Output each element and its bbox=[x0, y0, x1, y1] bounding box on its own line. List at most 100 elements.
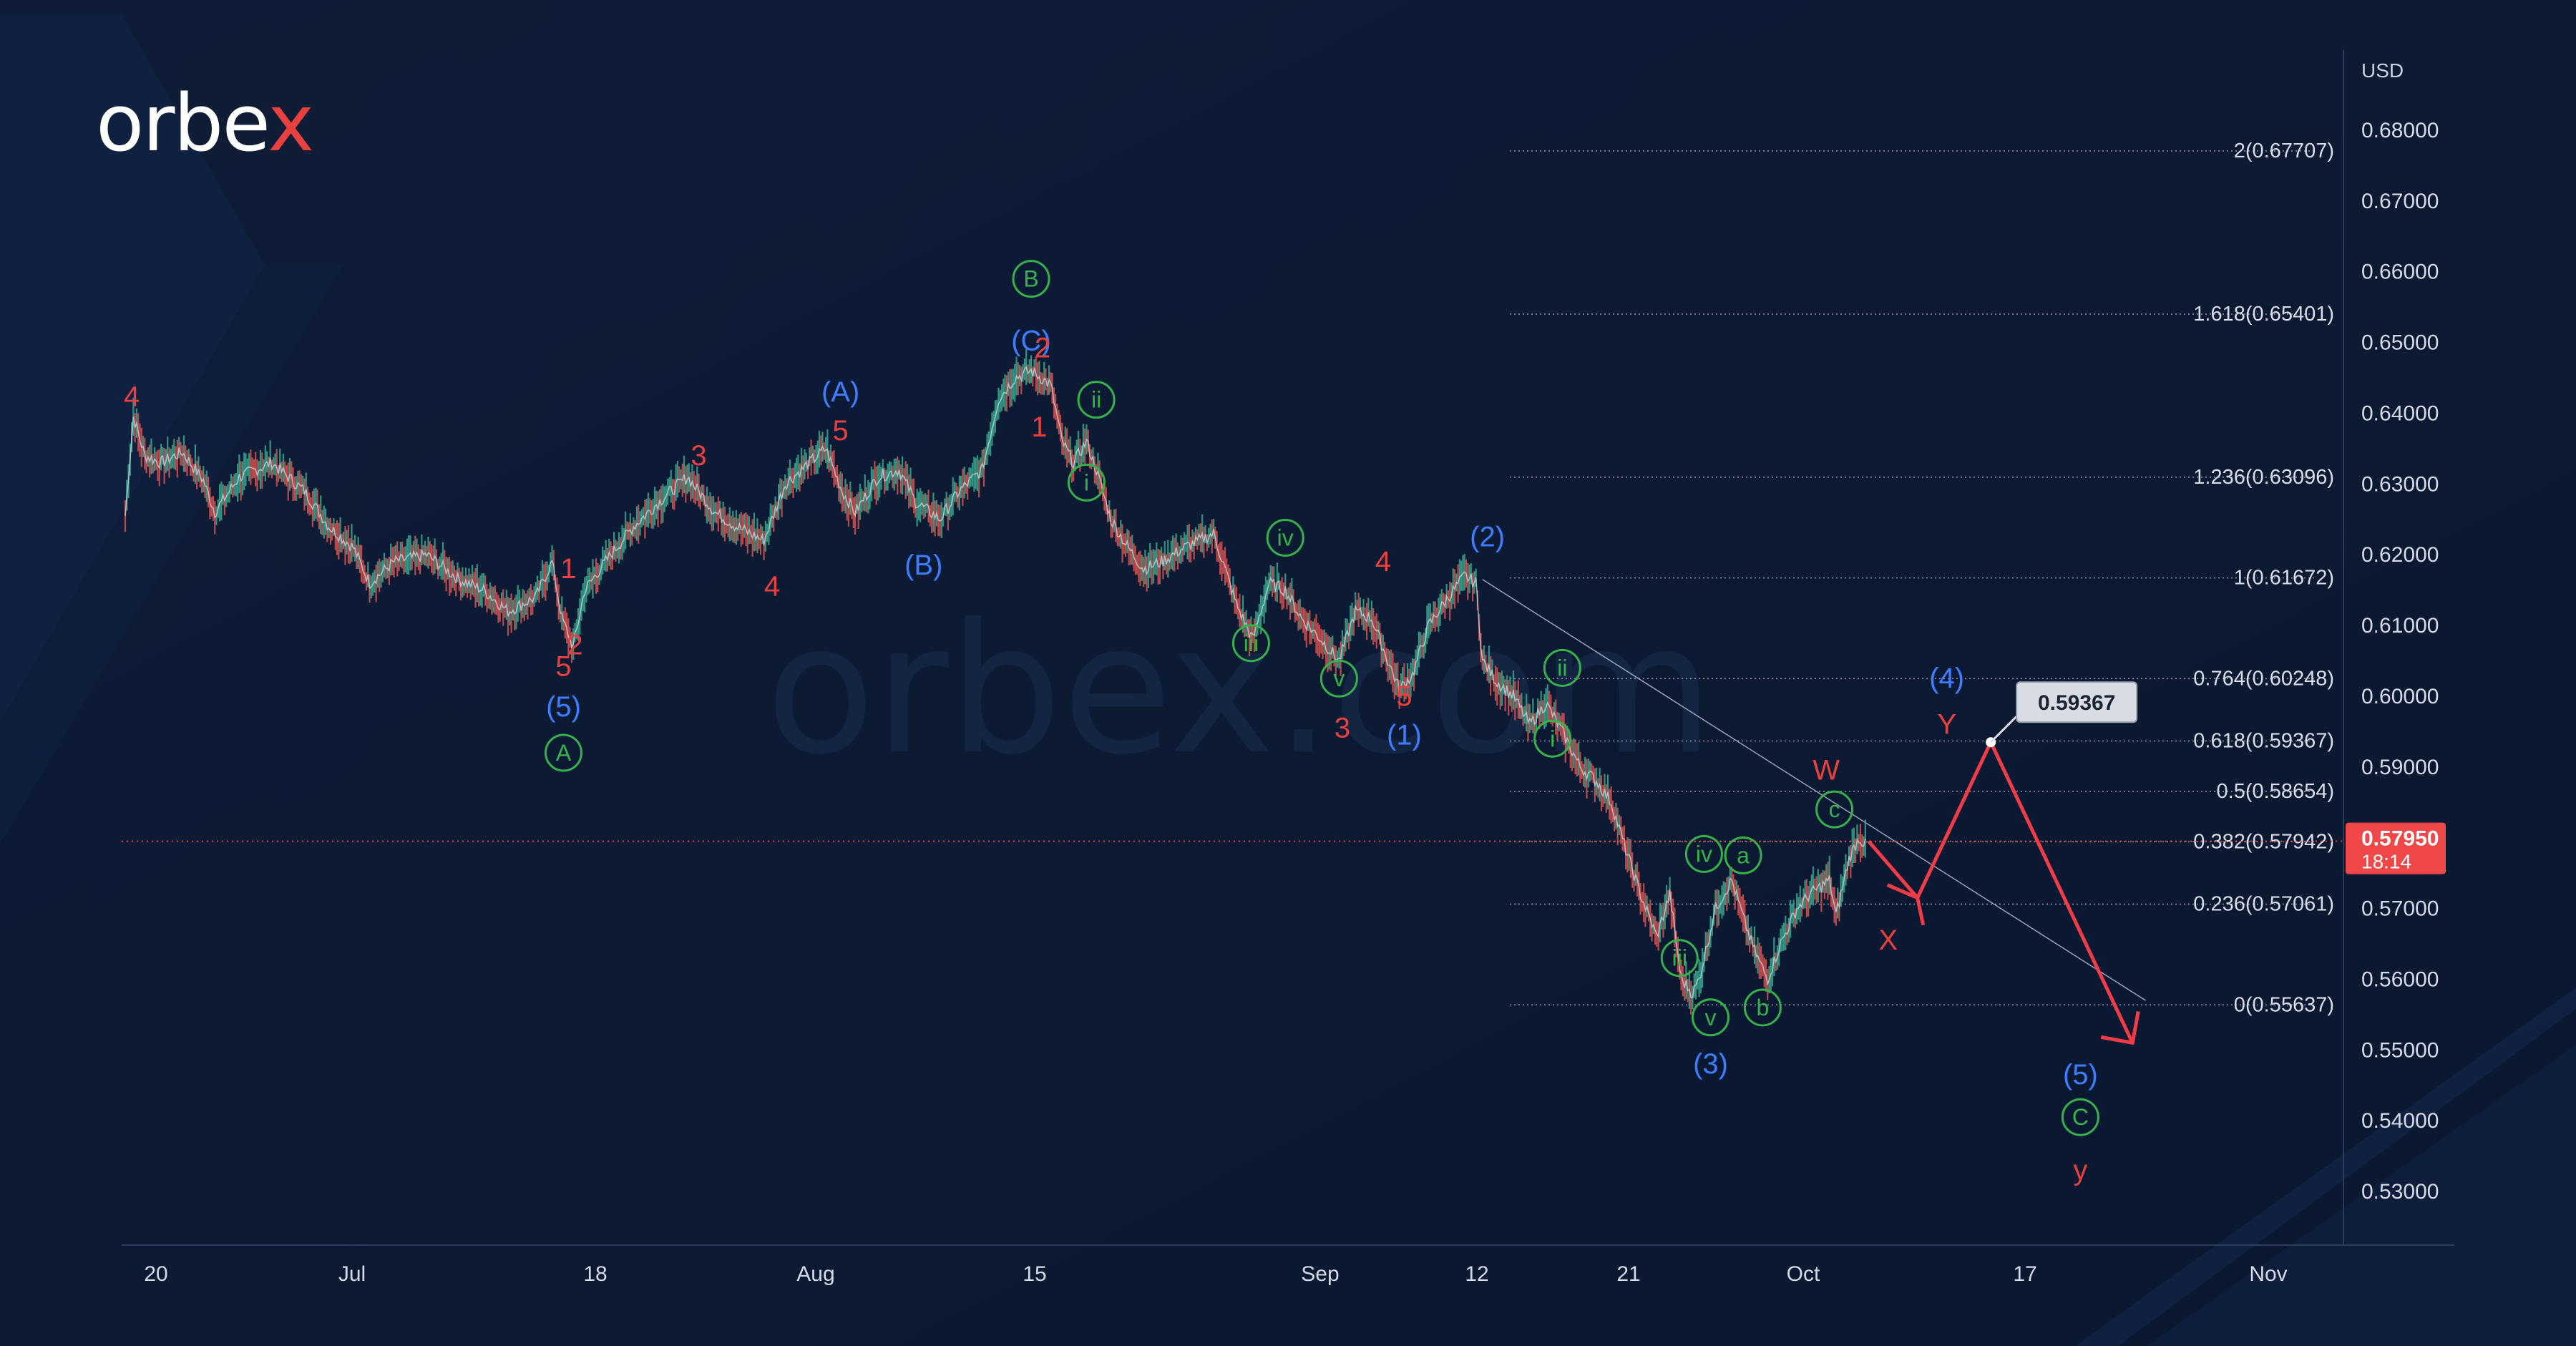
x-tick-label: Sep bbox=[1301, 1262, 1339, 1286]
x-tick-label: Nov bbox=[2249, 1262, 2287, 1286]
wave-label: 5 bbox=[832, 415, 848, 447]
wave-label: 1 bbox=[1031, 411, 1047, 443]
wave-label: (1) bbox=[1387, 719, 1422, 751]
x-tick-label: 17 bbox=[2013, 1262, 2036, 1286]
y-tick-label: 0.56000 bbox=[2361, 967, 2439, 991]
y-tick-label: 0.55000 bbox=[2361, 1038, 2439, 1062]
fib-level-label: 1.236(0.63096) bbox=[2193, 466, 2334, 489]
wave-label: a bbox=[1737, 842, 1750, 868]
wave-label-ring bbox=[1815, 790, 1854, 829]
wave-label: (A) bbox=[821, 376, 859, 408]
y-tick-label: 0.61000 bbox=[2361, 614, 2439, 638]
wave-label-ring bbox=[1077, 381, 1116, 419]
y-tick-label: 0.53000 bbox=[2361, 1180, 2439, 1204]
wave-label: iv bbox=[1696, 841, 1712, 867]
price-scale-unit: USD bbox=[2361, 59, 2404, 82]
projection-path[interactable]: 0.59367 bbox=[1867, 681, 2140, 1045]
wave-label: (2) bbox=[1470, 521, 1505, 552]
wave-label-ring bbox=[545, 733, 583, 772]
orbex-logo: orbex bbox=[96, 77, 314, 169]
projection-arrowhead-x bbox=[1886, 883, 1926, 926]
fib-level-label: 2(0.67707) bbox=[2234, 140, 2334, 162]
wave-label-ring bbox=[1012, 260, 1050, 298]
fib-level-label: 0.764(0.60248) bbox=[2193, 667, 2334, 690]
wave-label: (5) bbox=[546, 691, 581, 723]
wave-label: i bbox=[1550, 726, 1555, 751]
current-price-value: 0.57950 bbox=[2361, 827, 2439, 851]
wave-label-ring bbox=[1743, 988, 1782, 1027]
wave-label: C bbox=[2072, 1104, 2089, 1130]
wave-label-ring bbox=[1684, 834, 1723, 873]
y-tick-label: 0.57000 bbox=[2361, 897, 2439, 921]
wave-label: (5) bbox=[2063, 1059, 2098, 1091]
price-line bbox=[125, 366, 1866, 998]
x-tick-label: Jul bbox=[338, 1262, 366, 1286]
x-tick-label: 12 bbox=[1465, 1262, 1488, 1286]
wave-label: v bbox=[1705, 1005, 1717, 1030]
x-tick-label: 18 bbox=[583, 1262, 607, 1286]
wave-label: (4) bbox=[1929, 663, 1964, 694]
y-tick-label: 0.66000 bbox=[2361, 260, 2439, 284]
wave-label: ii bbox=[1091, 387, 1101, 413]
y-tick-label: 0.59000 bbox=[2361, 756, 2439, 779]
fib-level-label: 0.236(0.57061) bbox=[2193, 893, 2334, 916]
fib-level-label: 0.5(0.58654) bbox=[2217, 780, 2334, 803]
fib-level-label: 1.618(0.65401) bbox=[2193, 303, 2334, 326]
wave-label: 4 bbox=[1375, 546, 1391, 577]
wave-label: 5 bbox=[1396, 681, 1412, 712]
trendline bbox=[1482, 579, 2146, 1001]
wave-label: b bbox=[1756, 995, 1769, 1020]
wave-label: i bbox=[1084, 469, 1089, 495]
trendline-segment bbox=[1482, 579, 2146, 1001]
background-decoration bbox=[0, 14, 2576, 1346]
wave-label-ring bbox=[2061, 1098, 2099, 1136]
y-tick-label: 0.54000 bbox=[2361, 1109, 2439, 1133]
wave-label-ring bbox=[1266, 518, 1304, 557]
fib-level-label: 0.618(0.59367) bbox=[2193, 730, 2334, 753]
wave-label: 3 bbox=[1335, 712, 1350, 743]
wave-label: (C) bbox=[1011, 326, 1051, 357]
wave-label: 4 bbox=[764, 571, 780, 603]
wave-label: A bbox=[556, 740, 572, 766]
wave-label: 1 bbox=[560, 553, 576, 585]
wave-label: (3) bbox=[1693, 1048, 1728, 1080]
current-price-countdown: 18:14 bbox=[2361, 851, 2411, 873]
wave-label-ring bbox=[1231, 624, 1270, 663]
x-tick-label: 15 bbox=[1023, 1262, 1046, 1286]
wave-label: 4 bbox=[124, 381, 140, 413]
x-tick-label: Aug bbox=[796, 1262, 834, 1286]
wave-label: (B) bbox=[904, 550, 942, 581]
wave-label: v bbox=[1333, 665, 1345, 691]
wave-label: 3 bbox=[691, 440, 706, 472]
wave-label: 5 bbox=[555, 650, 571, 682]
target-callout-box bbox=[2016, 681, 2138, 723]
wave-label: y bbox=[2073, 1154, 2087, 1186]
fib-level-label: 0(0.55637) bbox=[2234, 993, 2334, 1016]
fib-level-label: 0.382(0.57942) bbox=[2193, 830, 2334, 853]
x-tick-label: 20 bbox=[144, 1262, 167, 1286]
wave-label: iv bbox=[1277, 525, 1294, 550]
wave-label-ring bbox=[1543, 648, 1581, 687]
axes: USD 0.68000 0.67000 0.66000 0.65000 0.64000 0.… bbox=[122, 50, 2454, 1286]
price-series bbox=[124, 349, 1866, 1015]
wave-label-ring bbox=[1533, 719, 1572, 758]
target-callout-value: 0.59367 bbox=[2038, 691, 2115, 715]
wave-label: c bbox=[1829, 796, 1840, 822]
wave-label: Y bbox=[1937, 708, 1956, 740]
y-tick-label: 0.65000 bbox=[2361, 331, 2439, 355]
logo-x: x bbox=[268, 77, 314, 169]
wave-label-ring bbox=[1724, 836, 1762, 874]
projection-line[interactable] bbox=[1867, 740, 2135, 1044]
y-tick-label: 0.63000 bbox=[2361, 472, 2439, 496]
wave-label: X bbox=[1878, 925, 1898, 956]
wave-label-ring bbox=[1660, 939, 1699, 977]
current-price-tag bbox=[2346, 822, 2446, 874]
y-tick-label: 0.64000 bbox=[2361, 401, 2439, 425]
wave-label: iii bbox=[1244, 630, 1259, 656]
logo-text: orbe bbox=[96, 77, 269, 169]
wave-labels: 4(5)A521345(A)(B)B(C)21iiiiviiiv435(1)(2… bbox=[124, 260, 2099, 1186]
x-tick-label: 21 bbox=[1616, 1262, 1640, 1286]
wave-label: W bbox=[1813, 755, 1840, 786]
